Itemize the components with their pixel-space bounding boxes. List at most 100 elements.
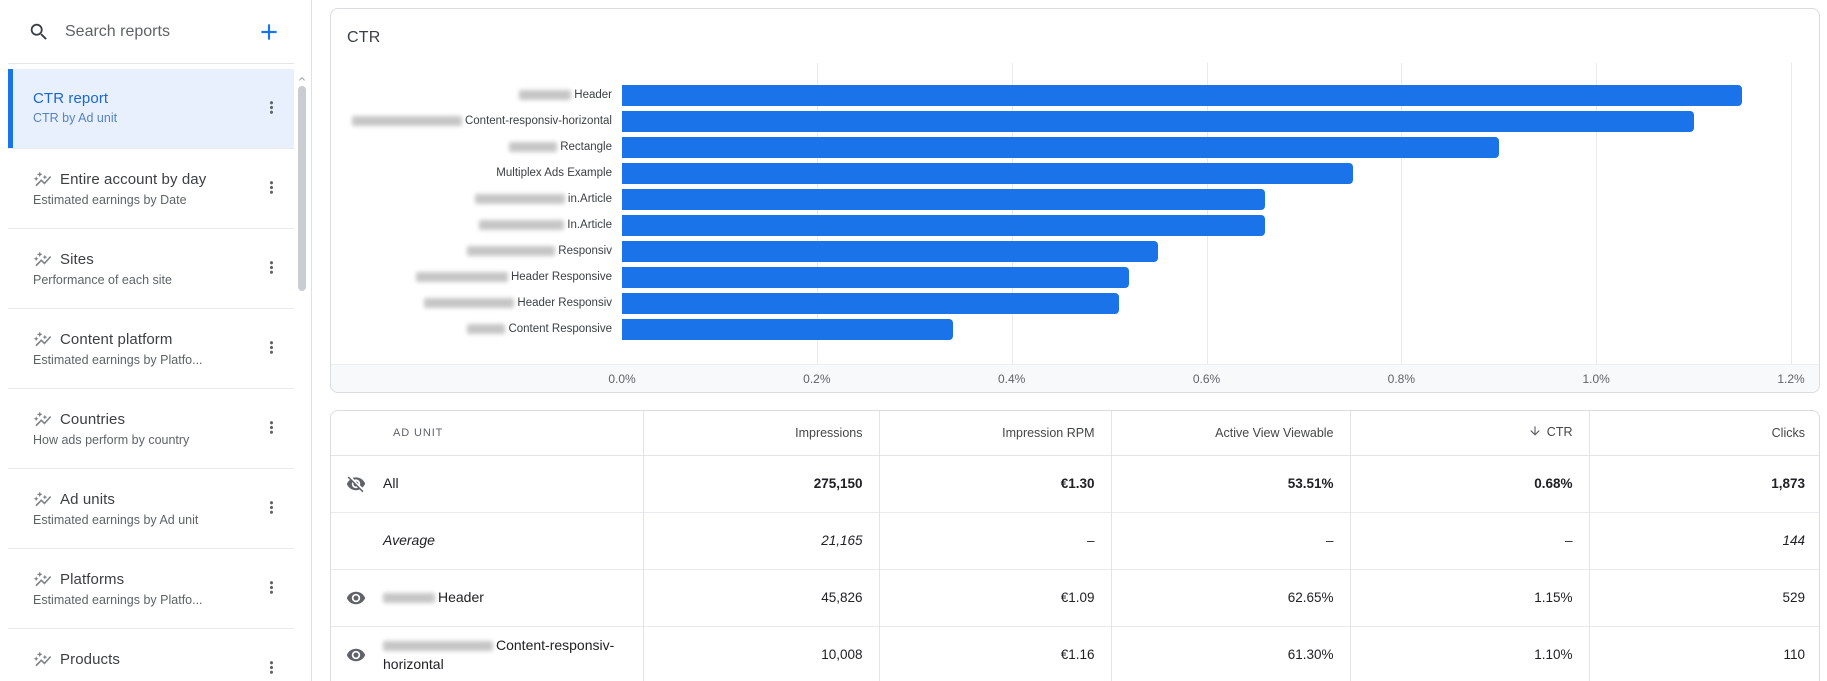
chart-category-text: in.Article	[567, 193, 612, 205]
chart-title: CTR	[347, 29, 381, 46]
chart-category-text: Responsiv	[558, 245, 612, 257]
search-input[interactable]	[63, 21, 250, 42]
chart-category-label: Responsiv	[331, 245, 622, 257]
redacted-text-block	[383, 641, 493, 652]
sidebar-item-ctr-report[interactable]: CTR report CTR by Ad unit	[8, 69, 294, 149]
chart-row: Header Responsiv	[331, 290, 1791, 316]
column-header-impressions[interactable]: Impressions	[642, 411, 879, 456]
column-header-label: Active View Viewable	[1215, 425, 1334, 440]
sidebar-item-sites[interactable]: Sites Performance of each site	[8, 229, 294, 309]
metric-cell: 61.30%	[1110, 625, 1350, 681]
sidebar-item-ad-units[interactable]: Ad units Estimated earnings by Ad unit	[8, 469, 294, 549]
ad-unit-cell: All	[331, 455, 643, 512]
kebab-icon	[262, 258, 281, 280]
chart-row: Content-responsiv-horizontal	[331, 108, 1791, 134]
auto-graph-icon	[33, 570, 52, 589]
chart-category-text: Rectangle	[560, 141, 612, 153]
sidebar-item-products[interactable]: Products	[8, 629, 294, 681]
ctr-chart-card: CTR Header Content-responsiv-horizontal Re…	[330, 8, 1820, 393]
eye-icon[interactable]	[346, 645, 366, 665]
column-header-active-view-viewable[interactable]: Active View Viewable	[1110, 411, 1350, 456]
report-table: AD UNIT Impressions Impression RPM Active V…	[331, 411, 1819, 681]
column-header-impression-rpm[interactable]: Impression RPM	[878, 411, 1111, 456]
x-axis-tick: 1.0%	[1582, 372, 1610, 386]
gridline	[1401, 63, 1403, 364]
chart-row: Header Responsive	[331, 264, 1791, 290]
report-content: CTR Header Content-responsiv-horizontal Re…	[312, 0, 1827, 681]
scrollbar-thumb[interactable]	[298, 86, 306, 291]
report-item-menu-button[interactable]	[257, 334, 285, 364]
chart-row: Content Responsive	[331, 316, 1791, 342]
ctr-bar[interactable]	[622, 266, 1129, 288]
metric-cell: 275,150	[642, 455, 879, 512]
scroll-up-icon[interactable]	[296, 72, 308, 84]
chart-category-label: Header	[331, 89, 622, 101]
column-header-label: Impressions	[795, 425, 863, 440]
chart-category-label: In.Article	[331, 219, 622, 231]
ctr-bar[interactable]	[622, 162, 1353, 184]
column-header-ctr[interactable]: CTR	[1349, 411, 1589, 456]
report-item-title-row: Entire account by day	[33, 170, 250, 189]
report-item-body: Platforms Estimated earnings by Platfo...	[33, 570, 250, 607]
kebab-icon	[262, 498, 281, 520]
chart-category-label: Header Responsiv	[331, 297, 622, 309]
table-body: All 275,150 €1.30 53.51% 0.68% 1,873 Average 21…	[331, 455, 1819, 681]
report-item-title-row: Content platform	[33, 330, 250, 349]
ad-unit-label: Average	[383, 531, 435, 550]
column-header-clicks[interactable]: Clicks	[1588, 411, 1819, 456]
report-item-body: Countries How ads perform by country	[33, 410, 250, 447]
metric-cell: –	[1110, 511, 1350, 569]
sidebar-scrollbar[interactable]	[296, 72, 308, 291]
ctr-bar[interactable]	[622, 292, 1119, 314]
sidebar-item-countries[interactable]: Countries How ads perform by country	[8, 389, 294, 469]
metric-cell: 110	[1588, 625, 1819, 681]
ad-unit-label-text: All	[383, 475, 399, 491]
chart-row: Rectangle	[331, 134, 1791, 160]
chart-row: Multiplex Ads Example	[331, 160, 1791, 186]
plus-icon	[256, 19, 282, 45]
report-item-menu-button[interactable]	[257, 174, 285, 204]
report-item-body: Entire account by day Estimated earnings …	[33, 170, 250, 207]
ctr-bar[interactable]	[622, 136, 1499, 158]
sidebar-item-content-platform[interactable]: Content platform Estimated earnings by Pl…	[8, 309, 294, 389]
metric-cell: 1,873	[1588, 455, 1819, 512]
report-item-title: CTR report	[33, 90, 109, 107]
table-header-row: AD UNIT Impressions Impression RPM Active V…	[331, 411, 1819, 456]
ctr-bar[interactable]	[622, 214, 1265, 236]
report-item-subtitle: Estimated earnings by Ad unit	[33, 513, 199, 527]
column-header-label: CTR	[1546, 425, 1573, 440]
ctr-bar[interactable]	[622, 110, 1694, 132]
eye-off-icon[interactable]	[346, 474, 366, 494]
report-item-menu-button[interactable]	[257, 94, 285, 124]
metric-cell: 1.15%	[1349, 568, 1589, 626]
sidebar-item-entire-account-by-day[interactable]: Entire account by day Estimated earnings …	[8, 149, 294, 229]
eye-icon[interactable]	[346, 588, 366, 608]
auto-graph-icon	[33, 650, 52, 669]
ad-unit-cell: Average	[331, 511, 643, 569]
chart-category-label: Header Responsive	[331, 271, 622, 283]
auto-graph-icon	[33, 330, 52, 349]
kebab-icon	[262, 338, 281, 360]
report-item-menu-button[interactable]	[257, 254, 285, 284]
x-axis-tick: 0.4%	[997, 372, 1026, 386]
report-item-menu-button[interactable]	[257, 654, 285, 681]
report-item-body: CTR report CTR by Ad unit	[33, 90, 250, 125]
report-item-menu-button[interactable]	[257, 494, 285, 524]
metric-cell: €1.16	[878, 625, 1111, 681]
kebab-icon	[262, 658, 281, 680]
ad-unit-cell-content: Content-responsiv-horizontal	[346, 636, 635, 674]
report-item-menu-button[interactable]	[257, 414, 285, 444]
create-report-button[interactable]	[254, 17, 284, 47]
report-item-body: Content platform Estimated earnings by Pl…	[33, 330, 250, 367]
bar-zone	[622, 136, 1791, 158]
sidebar-item-platforms[interactable]: Platforms Estimated earnings by Platfo...	[8, 549, 294, 629]
ctr-bar[interactable]	[622, 240, 1158, 262]
bar-zone	[622, 318, 1791, 340]
ctr-bar[interactable]	[622, 318, 954, 340]
chart-row: In.Article	[331, 212, 1791, 238]
report-item-menu-button[interactable]	[257, 574, 285, 604]
ctr-bar[interactable]	[622, 188, 1265, 210]
column-header-ad-unit[interactable]: AD UNIT	[331, 411, 643, 456]
ctr-bar[interactable]	[622, 84, 1743, 106]
